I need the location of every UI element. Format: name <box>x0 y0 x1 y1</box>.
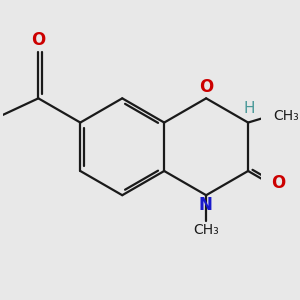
Text: CH₃: CH₃ <box>193 223 219 237</box>
Text: O: O <box>199 78 213 96</box>
Text: O: O <box>271 174 285 192</box>
Text: O: O <box>31 31 46 49</box>
Text: CH₃: CH₃ <box>274 109 299 122</box>
Text: N: N <box>199 196 212 214</box>
Text: H: H <box>244 101 255 116</box>
